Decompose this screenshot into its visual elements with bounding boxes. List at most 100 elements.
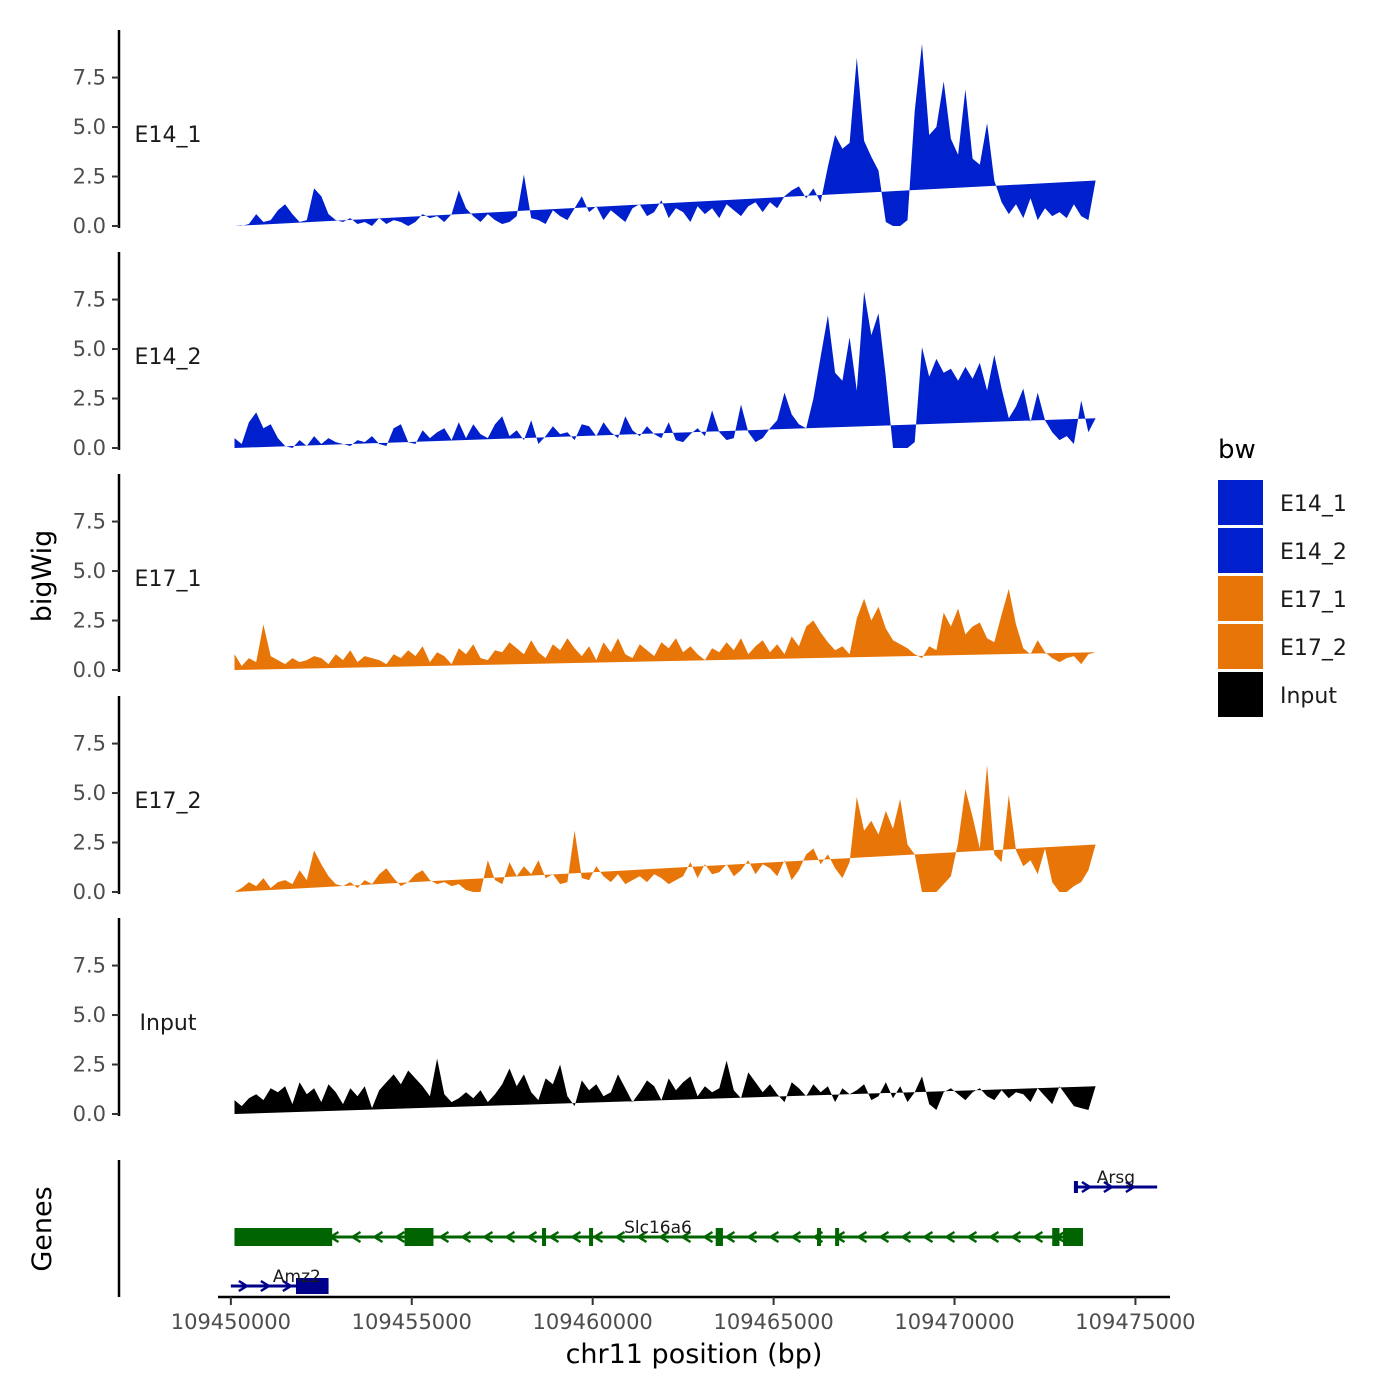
y-tick-label: 2.5	[73, 609, 106, 633]
legend: bw E14_1 E14_2 E17_1 E17_2 Input	[1218, 435, 1347, 717]
strand-arrow	[282, 1279, 294, 1293]
strand-arrow	[438, 1230, 450, 1244]
strand-arrow	[548, 1230, 560, 1244]
strand-arrow	[724, 1230, 736, 1244]
y-tick-label: 5.0	[73, 337, 106, 361]
y-tick-label: 7.5	[73, 510, 106, 534]
strand-arrow	[922, 1230, 934, 1244]
strand-arrow	[1032, 1230, 1044, 1244]
y-tick-label: 0.0	[73, 1102, 106, 1126]
track-panel-e14_1: 0.0 2.5 5.0 7.5 E14_1	[73, 30, 1096, 238]
gene-amz2: Amz2	[230, 1267, 329, 1294]
strand-arrow	[658, 1230, 670, 1244]
strand-arrow	[1103, 1180, 1115, 1194]
strand-arrow	[394, 1230, 406, 1244]
strand-arrow	[526, 1230, 538, 1244]
strand-arrow	[1081, 1180, 1093, 1194]
legend-swatch	[1218, 528, 1263, 573]
gene-exon	[835, 1228, 840, 1246]
legend-entry-e17_2: E17_2	[1218, 624, 1347, 669]
gene-label-amz2: Amz2	[273, 1267, 321, 1287]
x-tick-label: 109455000	[352, 1310, 472, 1334]
track-panel-e14_2: 0.0 2.5 5.0 7.5 E14_2	[73, 252, 1096, 460]
track-label-e17_2: E17_2	[135, 789, 202, 814]
x-tick-label: 109465000	[713, 1310, 833, 1334]
legend-entry-e14_1: E14_1	[1218, 480, 1347, 525]
y-tick-label: 5.0	[73, 115, 106, 139]
strand-arrow	[988, 1230, 1000, 1244]
gene-exon	[295, 1228, 333, 1246]
legend-label: E14_2	[1280, 540, 1347, 565]
strand-arrow	[570, 1230, 582, 1244]
y-tick-label: 0.0	[73, 436, 106, 460]
legend-label: E14_1	[1280, 492, 1347, 517]
strand-arrow	[680, 1230, 692, 1244]
strand-arrow	[350, 1230, 362, 1244]
x-tick-label: 109475000	[1075, 1310, 1195, 1334]
gene-exon	[1073, 1181, 1078, 1193]
strand-arrow	[372, 1230, 384, 1244]
x-axis-title: chr11 position (bp)	[566, 1339, 823, 1370]
y-tick-label: 5.0	[73, 781, 106, 805]
track-panel-input: 0.0 2.5 5.0 7.5 Input	[73, 918, 1096, 1126]
strand-arrow	[636, 1230, 648, 1244]
x-tick-label: 109470000	[894, 1310, 1014, 1334]
y-axis-title-tracks: bigWig	[27, 530, 58, 623]
coverage-area-e14_1	[234, 43, 1096, 227]
y-tick-label: 0.0	[73, 214, 106, 238]
legend-title: bw	[1218, 435, 1256, 465]
gene-exon	[1052, 1228, 1060, 1246]
track-label-e17_1: E17_1	[135, 567, 202, 592]
strand-arrow	[746, 1230, 758, 1244]
coverage-area-e17_2	[234, 765, 1096, 892]
track-label-e14_2: E14_2	[135, 345, 202, 370]
gene-exon	[295, 1278, 329, 1294]
y-tick-label: 7.5	[73, 732, 106, 756]
x-tick-label: 109460000	[533, 1310, 653, 1334]
legend-swatch	[1218, 624, 1263, 669]
legend-label: Input	[1280, 684, 1337, 709]
gene-exon	[234, 1228, 296, 1246]
legend-swatch	[1218, 480, 1263, 525]
coverage-area-input	[234, 1058, 1096, 1114]
gene-exon	[589, 1228, 594, 1246]
track-panel-e17_1: 0.0 2.5 5.0 7.5 E17_1	[73, 474, 1096, 682]
legend-label: E17_2	[1280, 636, 1347, 661]
y-tick-label: 0.0	[73, 658, 106, 682]
strand-arrow	[944, 1230, 956, 1244]
strand-arrow	[260, 1279, 272, 1293]
y-tick-label: 7.5	[73, 954, 106, 978]
strand-arrow	[790, 1230, 802, 1244]
gene-label-arsg: Arsg	[1097, 1168, 1135, 1188]
legend-entry-input: Input	[1218, 672, 1337, 717]
legend-entry-e14_2: E14_2	[1218, 528, 1347, 573]
strand-arrow	[768, 1230, 780, 1244]
track-label-input: Input	[140, 1011, 197, 1036]
strand-arrow	[900, 1230, 912, 1244]
gene-slc16a6: Slc16a6	[234, 1218, 1083, 1246]
strand-arrow	[856, 1230, 868, 1244]
legend-swatch	[1218, 672, 1263, 717]
y-tick-label: 2.5	[73, 387, 106, 411]
y-tick-label: 5.0	[73, 1003, 106, 1027]
gene-panel: Arsg Slc16a6 Amz2	[117, 1160, 1158, 1297]
strand-arrow	[482, 1230, 494, 1244]
y-tick-label: 7.5	[73, 288, 106, 312]
strand-arrow	[504, 1230, 516, 1244]
strand-arrow	[460, 1230, 472, 1244]
gene-exon	[1063, 1228, 1083, 1246]
legend-entry-e17_1: E17_1	[1218, 576, 1347, 621]
y-tick-label: 7.5	[73, 66, 106, 90]
y-tick-label: 2.5	[73, 1053, 106, 1077]
strand-arrow	[1125, 1180, 1137, 1194]
track-label-e14_1: E14_1	[135, 123, 202, 148]
y-tick-label: 2.5	[73, 165, 106, 189]
y-tick-label: 5.0	[73, 559, 106, 583]
coverage-area-e17_1	[234, 588, 1096, 670]
strand-arrow	[966, 1230, 978, 1244]
y-tick-label: 0.0	[73, 880, 106, 904]
y-axis-title-genes: Genes	[27, 1186, 58, 1271]
x-axis: 109450000 109455000 109460000 109465000 1094…	[171, 1295, 1196, 1334]
strand-arrow	[614, 1230, 626, 1244]
